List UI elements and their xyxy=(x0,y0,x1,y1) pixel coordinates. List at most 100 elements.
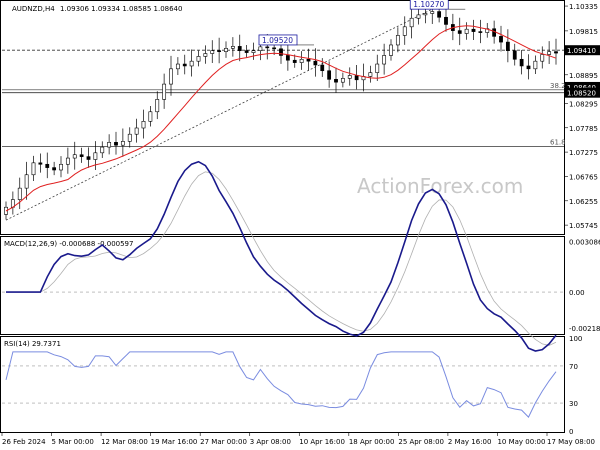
candle-body xyxy=(148,111,153,122)
rsi-layer xyxy=(2,351,564,418)
x-tick-label: 10 May 00:00 xyxy=(497,438,545,446)
candle-body xyxy=(464,28,469,34)
macd-line xyxy=(6,160,557,352)
x-tick-label: 17 May 08:00 xyxy=(547,438,595,446)
candle-body xyxy=(38,162,43,165)
candle-body xyxy=(457,30,462,34)
candle-body xyxy=(505,41,510,51)
candle-body xyxy=(279,48,283,56)
rsi-line xyxy=(5,351,557,418)
x-tick-label: 3 Apr 08:00 xyxy=(250,438,291,446)
rsi-tick-label: 70 xyxy=(569,363,578,371)
candle-body xyxy=(72,154,77,159)
x-tick-label: 10 Apr 16:00 xyxy=(299,438,345,446)
candle-body xyxy=(107,142,112,148)
candle-body xyxy=(45,163,50,168)
candle-body xyxy=(141,121,146,129)
y-tick-label: 1.06765 xyxy=(569,173,598,181)
macd-tick-label: 0.003086 xyxy=(569,239,600,247)
candle-body xyxy=(354,75,359,81)
annotation-box xyxy=(258,34,298,46)
rsi-tick-label: 30 xyxy=(569,400,578,408)
x-tick-label: 25 Apr 08:00 xyxy=(398,438,444,446)
candle-body xyxy=(389,44,393,56)
macd-label: MACD(12,26,9) -0.000688 -0.000597 xyxy=(4,240,133,248)
candle-body xyxy=(340,78,345,83)
candle-body xyxy=(327,70,332,80)
candle-body xyxy=(175,63,180,70)
candle-body xyxy=(169,68,173,85)
annotation-label: 1.09520 xyxy=(262,36,293,45)
candle-body xyxy=(224,47,228,52)
candle-body xyxy=(65,157,70,165)
candle-body xyxy=(437,11,442,18)
candle-body xyxy=(526,65,531,70)
macd-tick-label: 0.00 xyxy=(569,289,585,297)
macd-tick-label: -0.00218 xyxy=(569,325,600,333)
y-tick-label: 1.08895 xyxy=(569,72,598,80)
macd-layer xyxy=(2,160,564,352)
candle-body xyxy=(24,174,29,189)
candle-body xyxy=(127,133,132,142)
candle-body xyxy=(416,14,421,19)
candle-body xyxy=(79,154,84,157)
candle-body xyxy=(17,187,22,200)
candle-body xyxy=(155,99,160,113)
candle-body xyxy=(114,142,118,146)
candle-body xyxy=(499,36,503,43)
price-layer: 38.2 61.8 1.09520 1.10270 xyxy=(2,0,566,221)
trend-line xyxy=(5,8,433,221)
rsi-panel xyxy=(0,336,565,433)
x-tick-label: 5 Mar 00:00 xyxy=(52,438,94,446)
macd-signal-line xyxy=(6,171,557,346)
candle-body xyxy=(258,46,263,51)
candle-body xyxy=(162,83,167,100)
rsi-tick-label: 100 xyxy=(569,335,582,343)
candle-body xyxy=(285,55,290,61)
candle-body xyxy=(100,146,105,154)
candle-body xyxy=(244,50,249,53)
y-tick-label: 1.07785 xyxy=(569,125,598,133)
candle-body xyxy=(292,59,297,63)
y-tick-label: 1.06255 xyxy=(569,198,598,206)
price-tag xyxy=(565,87,600,98)
candle-body xyxy=(52,167,57,171)
x-tick-label: 2 May 16:00 xyxy=(448,438,492,446)
candle-body xyxy=(210,50,215,54)
candle-body xyxy=(519,58,524,67)
candle-body xyxy=(120,141,125,146)
moving-average-line xyxy=(5,25,557,212)
symbol-label: AUDNZD,H4 xyxy=(12,5,55,13)
candle-body xyxy=(540,54,545,62)
candle-body xyxy=(423,13,428,16)
y-tick-label: 1.07275 xyxy=(569,149,598,157)
ohlc-values: 1.09306 1.09334 1.08585 1.08640 xyxy=(60,5,182,13)
candle-body xyxy=(182,63,187,67)
y-tick-label: 1.09815 xyxy=(569,28,598,36)
x-tick-label: 26 Feb 2024 xyxy=(2,438,46,446)
candle-body xyxy=(59,163,63,171)
candle-body xyxy=(478,31,483,33)
price-tag xyxy=(565,45,600,56)
candle-body xyxy=(320,64,325,72)
candle-body xyxy=(382,55,387,65)
candle-body xyxy=(402,26,407,36)
candle-body xyxy=(251,50,256,53)
y-tick-label: 1.08295 xyxy=(569,100,598,108)
candle-body xyxy=(203,53,208,57)
fib-label: 61.8 xyxy=(550,139,566,147)
x-tick-label: 19 Mar 16:00 xyxy=(151,438,198,446)
candle-body xyxy=(547,51,552,55)
candle-body xyxy=(375,63,380,73)
y-tick-label: 1.05745 xyxy=(569,222,598,230)
candle-body xyxy=(334,79,338,83)
x-axis: 26 Feb 2024 5 Mar 00:00 12 Mar 08:00 19 Mar… xyxy=(1,432,595,446)
rsi-label: RSI(14) 29.7371 xyxy=(4,340,61,348)
candle-body xyxy=(272,47,277,50)
fib-label: 38.2 xyxy=(550,82,566,90)
candle-body xyxy=(430,11,435,14)
candle-body xyxy=(347,75,352,79)
x-tick-label: 12 Mar 08:00 xyxy=(101,438,148,446)
candle-body xyxy=(196,56,201,62)
